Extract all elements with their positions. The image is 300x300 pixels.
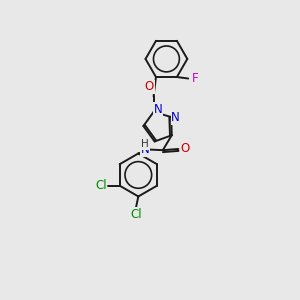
Text: N: N [141,143,150,156]
Text: N: N [153,103,162,116]
Text: Cl: Cl [95,179,107,192]
Text: H: H [141,140,149,149]
Text: O: O [180,142,190,155]
Text: N: N [171,111,180,124]
Text: O: O [145,80,154,93]
Text: F: F [191,72,198,85]
Text: Cl: Cl [130,208,142,221]
